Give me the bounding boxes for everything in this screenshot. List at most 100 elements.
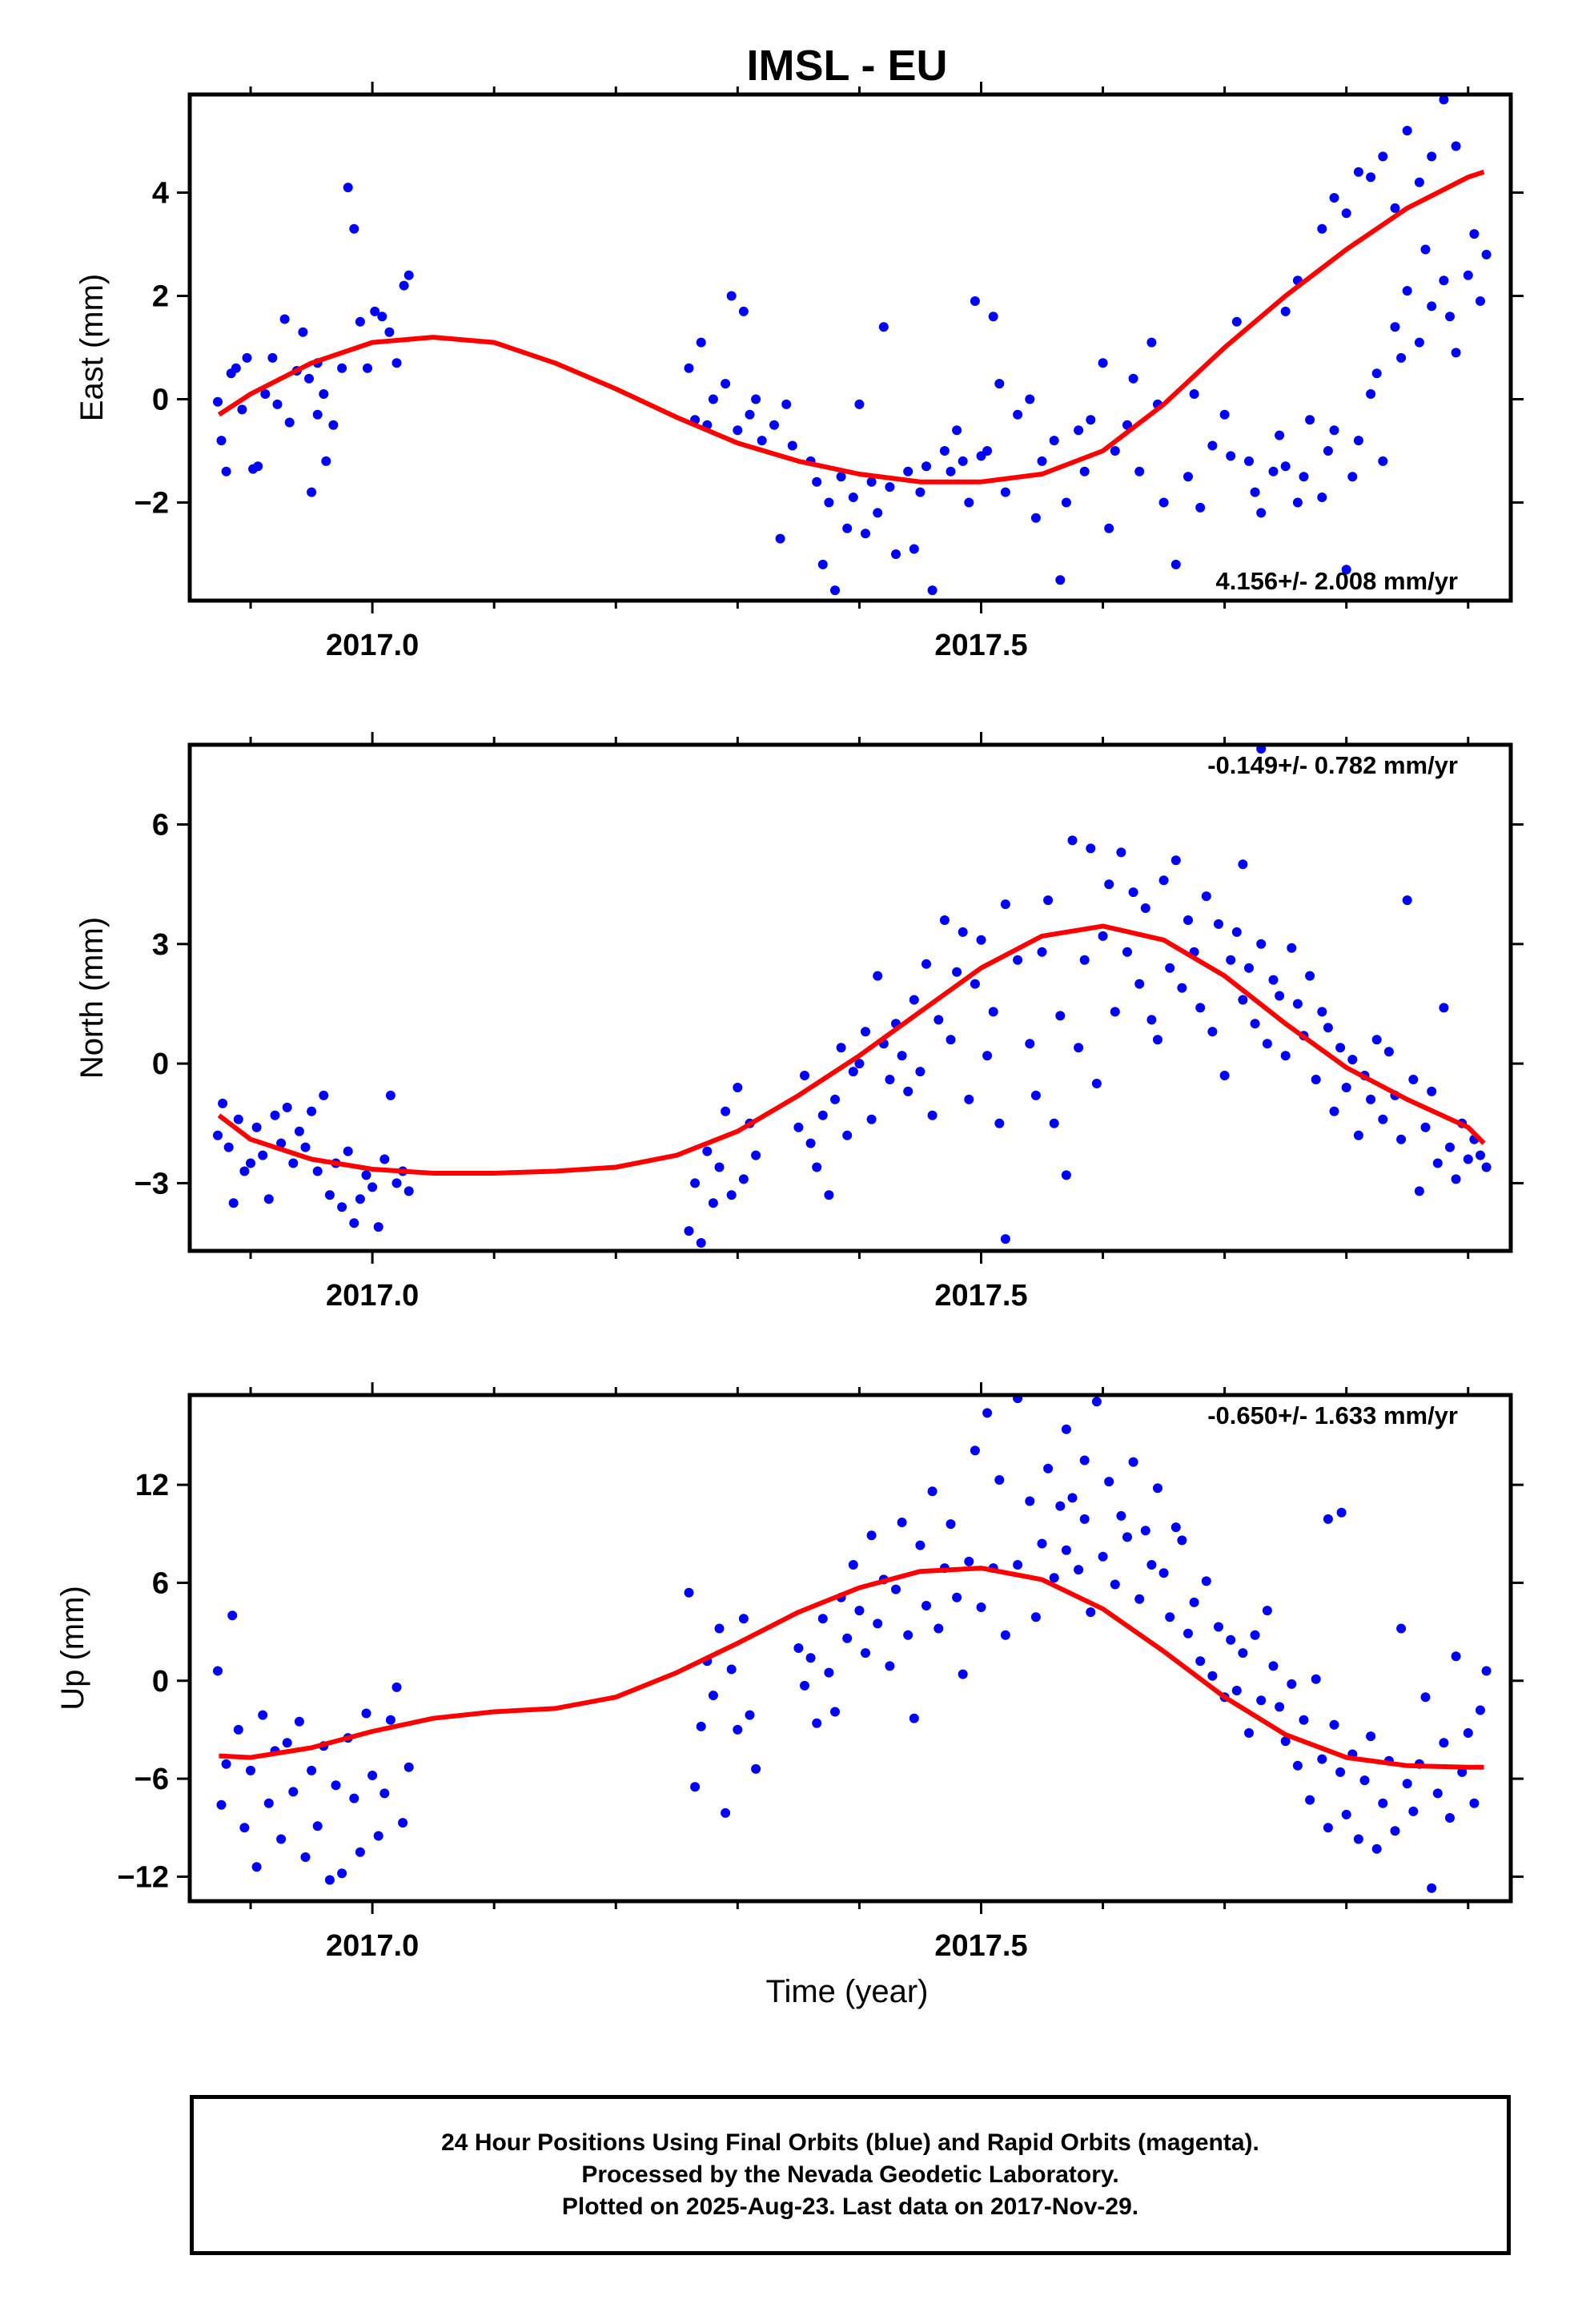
up-data-point [398, 1818, 408, 1828]
north-data-point [1122, 947, 1132, 957]
footer-line-3: Plotted on 2025-Aug-23. Last data on 201… [561, 2193, 1139, 2220]
north-data-point [1153, 1035, 1162, 1045]
north-data-point [300, 1142, 311, 1152]
up-data-point [934, 1623, 944, 1634]
east-data-point [781, 399, 792, 409]
east-y-tick-label: 0 [152, 383, 169, 416]
north-data-point [696, 1238, 706, 1248]
north-data-point [1116, 847, 1126, 858]
up-data-point [1061, 1424, 1071, 1434]
east-data-point [830, 585, 840, 596]
east-data-point [1402, 286, 1412, 296]
up-data-point [1329, 1719, 1339, 1730]
east-data-point [1030, 513, 1041, 523]
north-data-point [1305, 971, 1315, 981]
up-data-point [1000, 1630, 1010, 1640]
north-data-point [964, 1094, 974, 1104]
east-data-point [355, 316, 365, 327]
up-data-point [1476, 1705, 1485, 1715]
east-data-point [1268, 466, 1279, 476]
east-x-tick-label: 2017.5 [934, 629, 1027, 662]
north-data-point [970, 979, 980, 989]
north-data-point [1207, 1027, 1218, 1037]
north-data-point [1353, 1130, 1363, 1140]
up-data-point [1055, 1501, 1066, 1511]
east-data-point [312, 409, 323, 420]
up-data-point [909, 1713, 919, 1723]
east-data-point [377, 312, 387, 322]
east-data-point [769, 420, 779, 430]
east-data-point [1170, 559, 1181, 569]
east-data-point [775, 533, 785, 544]
up-data-point [964, 1556, 974, 1566]
east-data-point [343, 183, 353, 193]
up-data-point [1177, 1535, 1187, 1546]
east-data-point [1189, 389, 1199, 399]
up-data-point [324, 1875, 335, 1885]
up-data-point [873, 1618, 883, 1629]
up-data-point [690, 1782, 701, 1792]
up-data-point [1432, 1788, 1443, 1799]
east-data-point [1439, 275, 1449, 286]
up-data-point [1238, 1648, 1248, 1659]
up-data-point [1469, 1798, 1480, 1808]
east-data-point [1110, 446, 1120, 456]
up-data-point [1336, 1507, 1347, 1518]
up-data-point [1025, 1496, 1035, 1506]
east-data-point [391, 358, 402, 368]
east-data-point [915, 487, 926, 497]
up-data-point [1201, 1576, 1211, 1586]
up-data-point [958, 1669, 968, 1679]
east-data-point [946, 466, 956, 476]
north-data-point [738, 1174, 749, 1184]
up-y-tick-label: 12 [135, 1469, 169, 1502]
up-data-point [337, 1868, 347, 1879]
north-data-point [1074, 1043, 1084, 1053]
up-data-point [1013, 1395, 1023, 1404]
north-data-point [288, 1158, 299, 1168]
north-data-point [294, 1126, 304, 1136]
up-data-point [1335, 1767, 1346, 1777]
east-data-point [1464, 0, 1473, 5]
up-data-point [1371, 1844, 1382, 1854]
north-data-point [1432, 1158, 1443, 1168]
up-data-point [897, 1518, 907, 1527]
east-data-point [848, 493, 858, 502]
north-data-point [1104, 879, 1114, 890]
up-data-point [1207, 1671, 1218, 1681]
north-data-point [1463, 1154, 1473, 1164]
north-data-point [213, 1130, 223, 1140]
north-data-point [1275, 991, 1285, 1001]
north-data-point [854, 1059, 865, 1069]
up-data-point [1086, 1607, 1096, 1618]
up-data-point [1104, 1477, 1114, 1487]
north-data-point [1134, 979, 1145, 989]
north-data-point [1158, 875, 1169, 886]
up-data-point [1183, 1628, 1193, 1638]
up-data-point [684, 1587, 694, 1598]
east-data-point [298, 327, 308, 337]
north-data-point [830, 1094, 840, 1104]
east-data-point [1366, 389, 1376, 399]
east-data-point [733, 425, 743, 436]
up-data-point [745, 1710, 755, 1720]
east-data-point [253, 461, 263, 472]
north-data-point [1079, 955, 1090, 965]
up-data-point [312, 1821, 323, 1831]
east-data-point [1292, 497, 1303, 508]
north-rate-label: -0.149+/- 0.782 mm/yr [1207, 751, 1458, 779]
east-data-point [304, 373, 314, 384]
up-data-point [708, 1691, 718, 1701]
east-data-point [267, 352, 278, 363]
up-data-point [1275, 1702, 1285, 1712]
up-data-point [1061, 1545, 1071, 1555]
up-data-point [848, 1560, 858, 1570]
up-data-point [379, 1788, 390, 1799]
up-data-point [1134, 1594, 1145, 1604]
east-data-point [1451, 141, 1461, 151]
up-data-point [361, 1708, 371, 1719]
east-data-point [272, 399, 283, 409]
up-x-tick-label: 2017.0 [326, 1929, 419, 1963]
up-data-point [1390, 1826, 1400, 1836]
north-data-point [355, 1194, 365, 1204]
